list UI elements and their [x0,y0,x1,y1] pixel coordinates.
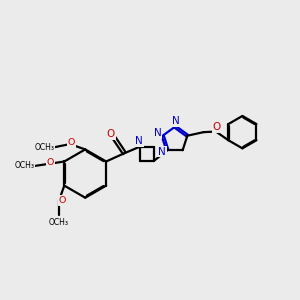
Text: N: N [158,147,166,157]
Text: N: N [154,128,161,138]
Text: OCH₃: OCH₃ [49,218,69,227]
Text: OCH₃: OCH₃ [34,142,55,152]
Text: O: O [58,196,66,205]
Text: OCH₃: OCH₃ [14,161,34,170]
Text: O: O [212,122,220,132]
Text: O: O [68,138,75,147]
Text: N: N [135,136,143,146]
Text: O: O [46,158,54,167]
Text: N: N [172,116,179,126]
Text: O: O [106,129,115,140]
